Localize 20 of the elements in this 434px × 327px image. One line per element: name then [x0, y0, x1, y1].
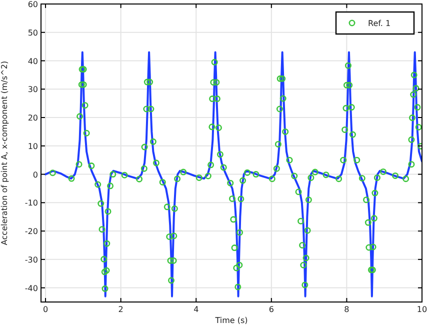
x-tick-label: 2: [118, 305, 124, 314]
y-tick-label: -10: [24, 198, 38, 208]
x-tick-label: 4: [194, 305, 199, 314]
x-axis-title: Time (s): [214, 316, 248, 325]
y-tick-label: 60: [28, 0, 38, 9]
y-tick-label: 20: [28, 114, 38, 123]
y-tick-label: -40: [24, 284, 38, 293]
x-tick-label: 10: [416, 305, 428, 314]
legend-label: Ref. 1: [368, 19, 391, 28]
y-tick-label: 40: [28, 56, 38, 66]
y-tick-label: 50: [28, 28, 38, 38]
y-tick-label: 30: [28, 85, 38, 94]
x-tick-label: 0: [42, 305, 48, 314]
x-tick-label: 6: [268, 305, 274, 314]
y-tick-label: 0: [32, 170, 38, 180]
y-tick-label: -30: [24, 255, 38, 264]
y-tick-label: 10: [28, 142, 38, 151]
y-axis-title: Acceleration of point A, x-component (m/s^2): [0, 60, 9, 246]
y-tick-label: -20: [24, 227, 38, 236]
x-tick-label: 8: [344, 305, 350, 314]
